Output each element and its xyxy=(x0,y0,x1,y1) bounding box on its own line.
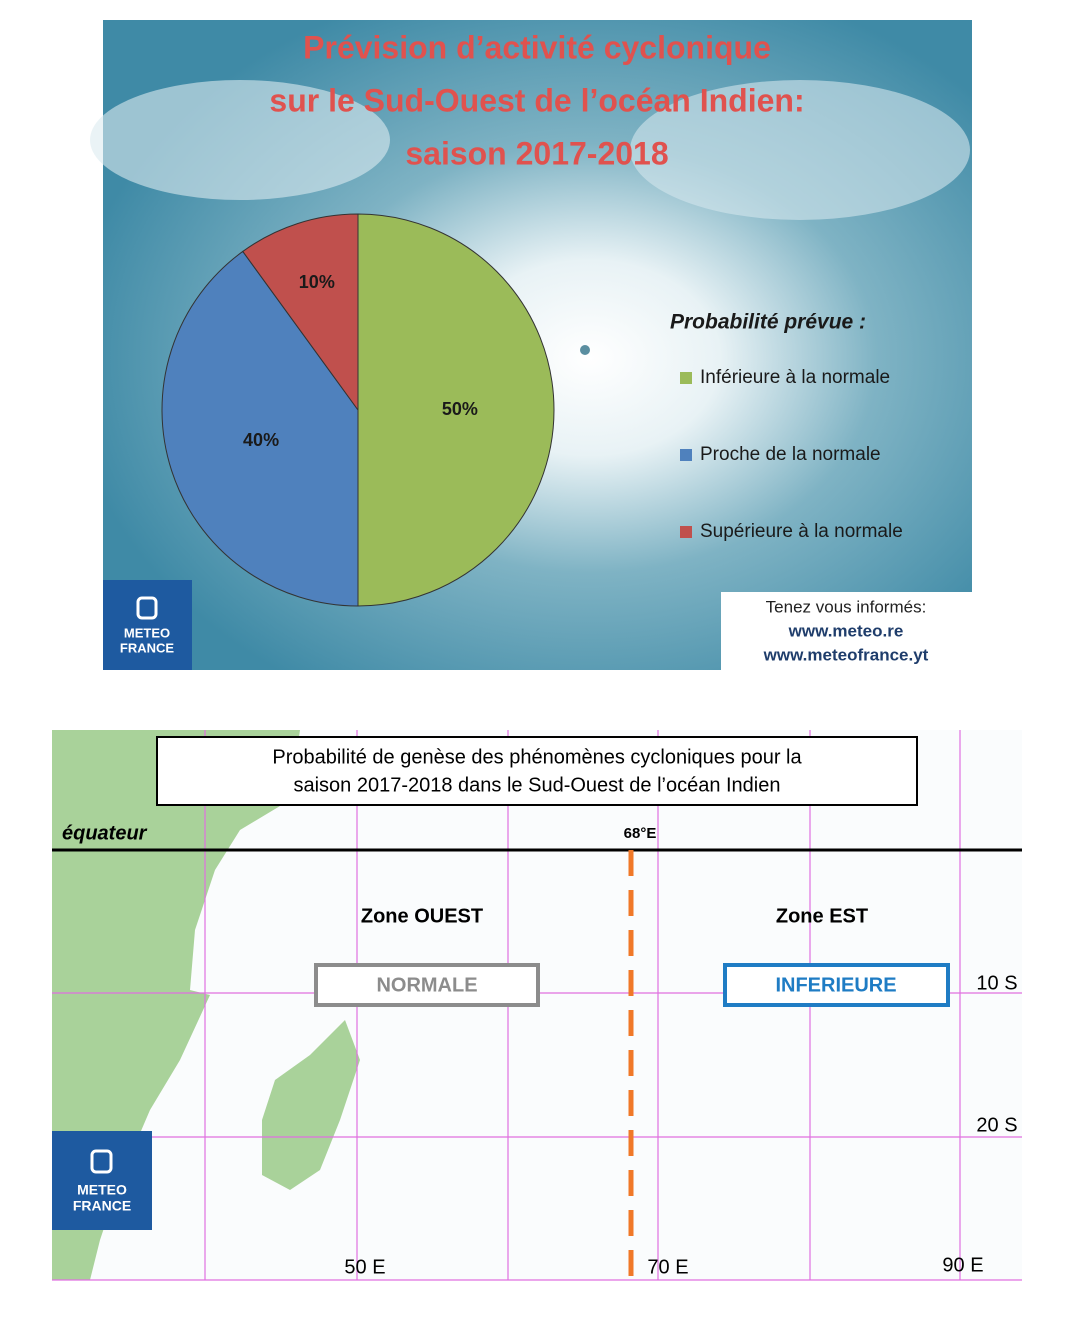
pie-slice xyxy=(357,213,555,607)
info-box xyxy=(721,592,972,670)
lat-label: 10 S xyxy=(976,972,1017,994)
chart-title: Prévision d’activité cyclonique xyxy=(303,29,771,65)
legend-label: Supérieure à la normale xyxy=(700,521,903,542)
map-title: Probabilité de genèse des phénomènes cyc… xyxy=(272,746,802,768)
lon-label: 70 E xyxy=(647,1256,688,1278)
legend-label: Inférieure à la normale xyxy=(700,367,890,388)
forecast: NORMALE xyxy=(376,974,477,996)
logo-text: METEO xyxy=(124,625,170,640)
map-panel: Probabilité de genèse des phénomènes cyc… xyxy=(52,730,1022,1281)
pie-slice xyxy=(242,213,359,412)
pie-slice xyxy=(161,250,359,607)
logo-text: FRANCE xyxy=(120,640,174,655)
slice-label: 10% xyxy=(299,272,335,292)
zone-name: Zone EST xyxy=(776,905,868,927)
lon-label: 50 E xyxy=(344,1256,385,1278)
info-link: www.meteofrance.yt xyxy=(763,645,929,664)
chart-title: saison 2017-2018 xyxy=(405,135,668,171)
divide-label: 68°E xyxy=(624,825,657,842)
map-title-box xyxy=(156,736,918,806)
chart-title: sur le Sud-Ouest de l’océan Indien: xyxy=(269,82,804,118)
logo-icon xyxy=(90,1149,113,1174)
legend-swatch xyxy=(680,526,692,538)
lon-label: 90 E xyxy=(942,1254,983,1276)
pie: 50% 40% 10% xyxy=(161,213,555,607)
logo-icon xyxy=(136,596,158,620)
forecast-box xyxy=(314,963,540,1007)
cloud xyxy=(630,80,970,220)
equator-label: équateur xyxy=(62,822,148,844)
legend-swatch xyxy=(680,449,692,461)
legend: Inférieure à la normale Proche de la norm… xyxy=(680,367,903,542)
forecast-panel: Prévision d’activité cyclonique sur le Su… xyxy=(90,20,972,670)
title: Prévision d’activité cyclonique sur le Su… xyxy=(269,29,804,171)
map-title: saison 2017-2018 dans le Sud-Ouest de l’… xyxy=(293,774,780,796)
logo-text: METEO xyxy=(77,1182,127,1198)
forecast-box xyxy=(723,963,950,1007)
legend-title: Probabilité prévue : xyxy=(670,311,866,334)
madagascar xyxy=(262,1020,360,1190)
info-text: Tenez vous informés: xyxy=(766,597,927,616)
storm-eye xyxy=(580,345,590,355)
logo-box xyxy=(52,1131,152,1230)
logo-text: FRANCE xyxy=(73,1198,131,1214)
logo-box xyxy=(103,580,192,670)
slice-label: 50% xyxy=(442,399,478,419)
info-link: www.meteo.re xyxy=(788,621,904,640)
slice-label: 40% xyxy=(243,430,279,450)
forecast: INFERIEURE xyxy=(775,974,896,996)
cloud xyxy=(90,80,390,200)
lat-label: 20 S xyxy=(976,1114,1017,1136)
legend-swatch xyxy=(680,372,692,384)
legend-label: Proche de la normale xyxy=(700,444,881,465)
zone-name: Zone OUEST xyxy=(361,905,483,927)
